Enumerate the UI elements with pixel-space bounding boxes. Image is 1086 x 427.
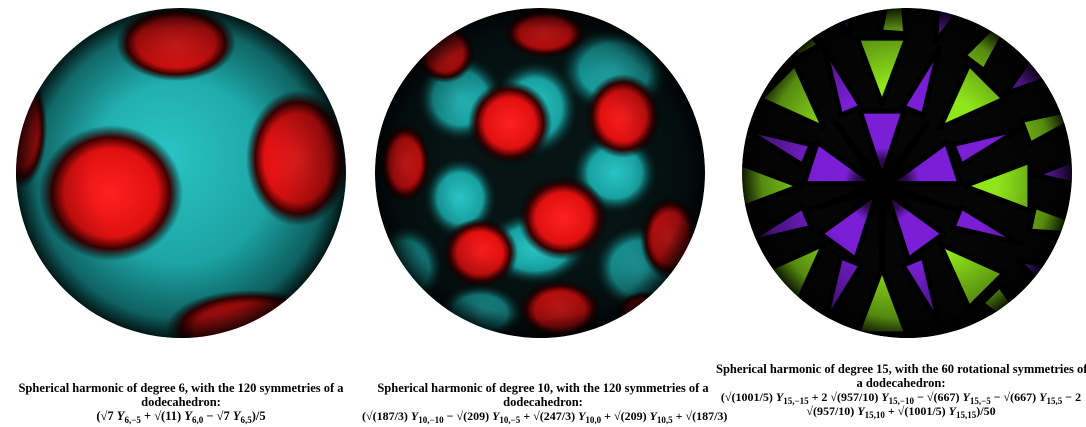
sphere-degree-15 (742, 8, 1072, 338)
negative-lobe (742, 8, 776, 80)
caption-title-line-2: dodecahedron: (503, 395, 583, 409)
sphere-degree-6 (16, 8, 346, 338)
sphere-render-degree-15 (742, 8, 1072, 338)
caption-title-line-2: dodecahedron: (141, 395, 221, 409)
formula-degree-15-line-1: (√(1001/5) Y15,−15 + 2 √(957/10) Y15,−10… (720, 390, 1082, 406)
sphere-degree-10 (375, 8, 705, 338)
positive-lobe (795, 322, 843, 338)
caption-title-line-2: a dodecahedron: (856, 376, 946, 390)
caption-degree-6: Spherical harmonic of degree 6, with the… (0, 381, 362, 425)
caption-title-line-1: Spherical harmonic of degree 15, with th… (716, 362, 1086, 376)
caption-degree-15: Spherical harmonic of degree 15, with th… (716, 362, 1086, 420)
formula-degree-10: (√(187/3) Y10,−10 − √(209) Y10,−5 + √(24… (362, 409, 728, 425)
formula-degree-15-line-2: √(957/10) Y15,10 + √(1001/5) Y15,15)/50 (806, 404, 996, 420)
caption-degree-10: Spherical harmonic of degree 10, with th… (362, 381, 728, 425)
caption-title-line-1: Spherical harmonic of degree 6, with the… (18, 381, 344, 395)
negative-lobe (742, 306, 793, 338)
formula-degree-6: (√7 Y6,−5 + √(11) Y6,0 − √7 Y6,5)/5 (96, 409, 266, 425)
positive-lobe (742, 265, 770, 333)
positive-lobe (742, 68, 756, 127)
sphere-render-degree-10 (375, 8, 705, 338)
sphere-render-degree-6 (16, 8, 346, 338)
caption-title-line-1: Spherical harmonic of degree 10, with th… (377, 381, 709, 395)
